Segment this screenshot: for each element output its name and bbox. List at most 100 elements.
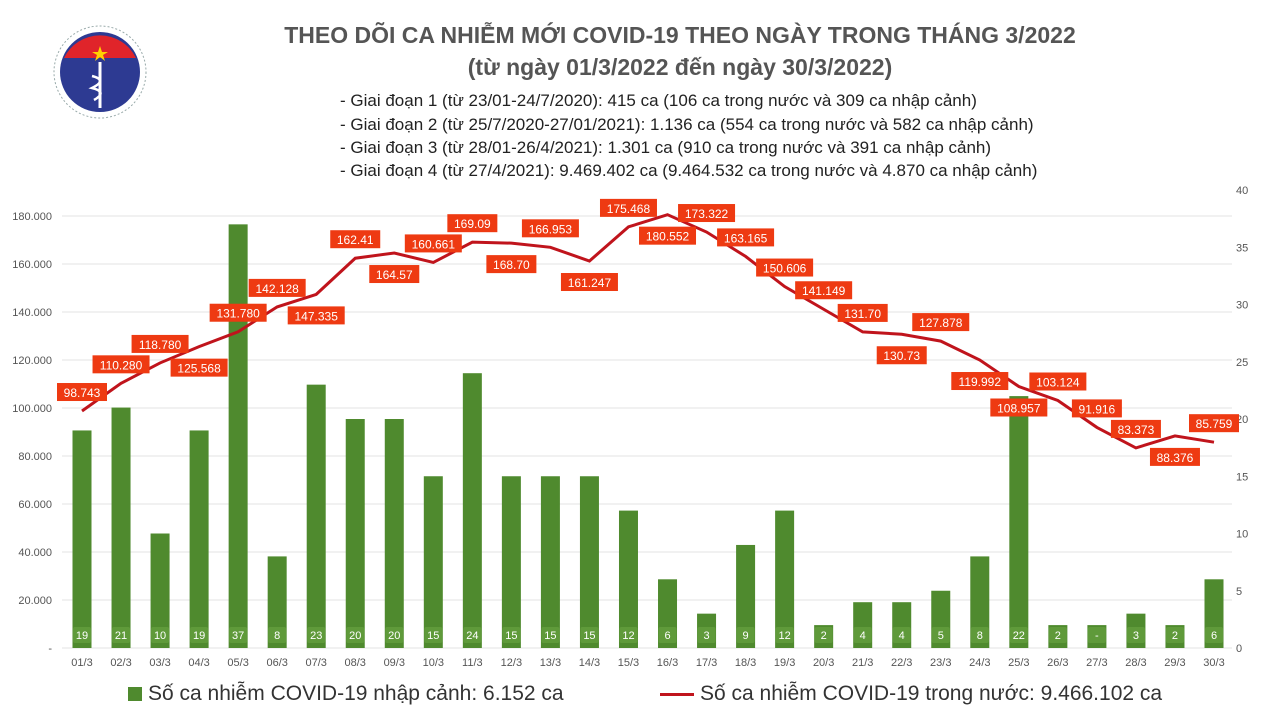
line-label-bg (912, 313, 970, 332)
chart-subtitle: (từ ngày 01/3/2022 đến ngày 30/3/2022) (467, 54, 893, 80)
bar-label-bg (268, 627, 287, 643)
line-label: 161.247 (568, 276, 612, 290)
line-label-bg (287, 306, 345, 325)
bar (423, 476, 443, 648)
x-axis-tick: 15/3 (618, 657, 639, 669)
legend-bar-label: Số ca nhiễm COVID-19 nhập cảnh: 6.152 ca (148, 682, 564, 705)
bar (228, 224, 248, 648)
right-axis-tick: 5 (1236, 586, 1242, 598)
x-axis-tick: 26/3 (1047, 657, 1068, 669)
x-axis-tick: 14/3 (579, 657, 600, 669)
line-label: 173.322 (685, 207, 729, 221)
bar-label: 15 (544, 630, 556, 642)
x-axis-tick: 06/3 (266, 657, 287, 669)
bar-label-bg (541, 627, 560, 643)
line-label: 110.280 (100, 358, 143, 372)
line-label: 175.468 (607, 202, 651, 216)
bar-label: 12 (622, 630, 634, 642)
line-label: 91.916 (1079, 402, 1116, 416)
bar-label: 3 (703, 630, 709, 642)
line-series (81, 213, 1215, 450)
legend-bar: Số ca nhiễm COVID-19 nhập cảnh: 6.152 ca (128, 682, 564, 706)
left-axis-tick: 140.000 (12, 307, 52, 319)
line-label-bg (447, 214, 498, 233)
line-label-bg (876, 346, 927, 365)
line-label-bg (57, 383, 107, 402)
bar-label-bg (1165, 627, 1184, 643)
left-axis-tick: 80.000 (18, 451, 52, 463)
line-label: 131.70 (844, 307, 881, 321)
bar-label-bg (1048, 627, 1067, 643)
x-axis-tick: 21/3 (852, 657, 873, 669)
bar-label-bg (931, 627, 950, 643)
line-label: 150.606 (763, 262, 807, 276)
line-label: 103.124 (1036, 376, 1080, 390)
line-label: 141.149 (802, 284, 846, 298)
line-label-bg (560, 273, 618, 292)
line-label: 83.373 (1118, 423, 1155, 437)
legend-line-label: Số ca nhiễm COVID-19 trong nước: 9.466.1… (700, 682, 1163, 705)
line-label-bg (756, 258, 814, 277)
line-label: 131.780 (216, 307, 260, 321)
bar-label: 5 (938, 630, 944, 642)
line-label-bg (678, 204, 736, 223)
right-axis-tick: 15 (1236, 471, 1248, 483)
bar-label-bg (151, 627, 170, 643)
bar-label-bg (346, 627, 365, 643)
bar-label: 37 (232, 630, 244, 642)
x-axis-tick: 01/3 (71, 657, 92, 669)
x-axis-tick: 25/3 (1008, 657, 1029, 669)
x-axis-tick: 24/3 (969, 657, 990, 669)
line-label: 163.165 (724, 231, 768, 245)
x-axis-tick: 13/3 (540, 657, 561, 669)
right-axis-tick: 30 (1236, 300, 1248, 312)
bar (775, 510, 795, 648)
line-label-bg (404, 234, 462, 253)
legend-line-swatch (660, 692, 694, 696)
bar-label-bg (853, 627, 872, 643)
right-axis-tick: 0 (1236, 643, 1242, 655)
bar-label: 2 (821, 630, 827, 642)
left-axis-tick: 100.000 (12, 403, 52, 415)
x-axis-tick: 23/3 (930, 657, 951, 669)
phase-4: - Giai đoạn 4 (từ 27/4/2021): 9.469.402 … (340, 161, 1038, 180)
legend-bar-swatch (128, 687, 142, 701)
line-label-bg (1110, 419, 1161, 438)
bar-label: 8 (274, 630, 280, 642)
x-axis-tick: 30/3 (1203, 657, 1224, 669)
bar-label: 2 (1172, 630, 1178, 642)
bar-label: 12 (778, 630, 790, 642)
bar (1009, 396, 1029, 648)
bar-label-bg (502, 627, 521, 643)
bar-label-bg (658, 627, 677, 643)
bar (501, 476, 521, 648)
line-label: 118.780 (139, 338, 182, 352)
line-label: 169.09 (454, 217, 491, 231)
bar (72, 430, 92, 648)
line-label-bg (92, 355, 150, 374)
line-label: 166.953 (529, 222, 573, 236)
line-label-bg (170, 358, 228, 377)
bar-label: 2 (1055, 630, 1061, 642)
left-axis-tick: 20.000 (18, 595, 52, 607)
chart-title: THEO DÕI CA NHIỄM MỚI COVID-19 THEO NGÀY… (284, 22, 1076, 48)
x-axis-tick: 02/3 (110, 657, 131, 669)
bar (267, 556, 287, 648)
ministry-of-health-logo (53, 25, 147, 119)
left-axis-tick: 180.000 (12, 211, 52, 223)
bar (736, 544, 756, 648)
line-label-bg (131, 334, 189, 353)
line-label: 142.128 (255, 282, 299, 296)
x-axis-tick: 27/3 (1086, 657, 1107, 669)
bar-label-bg (229, 627, 248, 643)
bar-label-bg (424, 627, 443, 643)
bar (462, 373, 482, 648)
x-axis-tick: 28/3 (1125, 657, 1146, 669)
x-axis-tick: 10/3 (423, 657, 444, 669)
line-label-bg (369, 265, 420, 284)
x-axis-tick: 07/3 (305, 657, 326, 669)
bar-label: 15 (427, 630, 439, 642)
line-label-bg (795, 281, 853, 300)
bar-label-bg (1205, 627, 1223, 643)
right-axis-tick: 35 (1236, 242, 1248, 254)
